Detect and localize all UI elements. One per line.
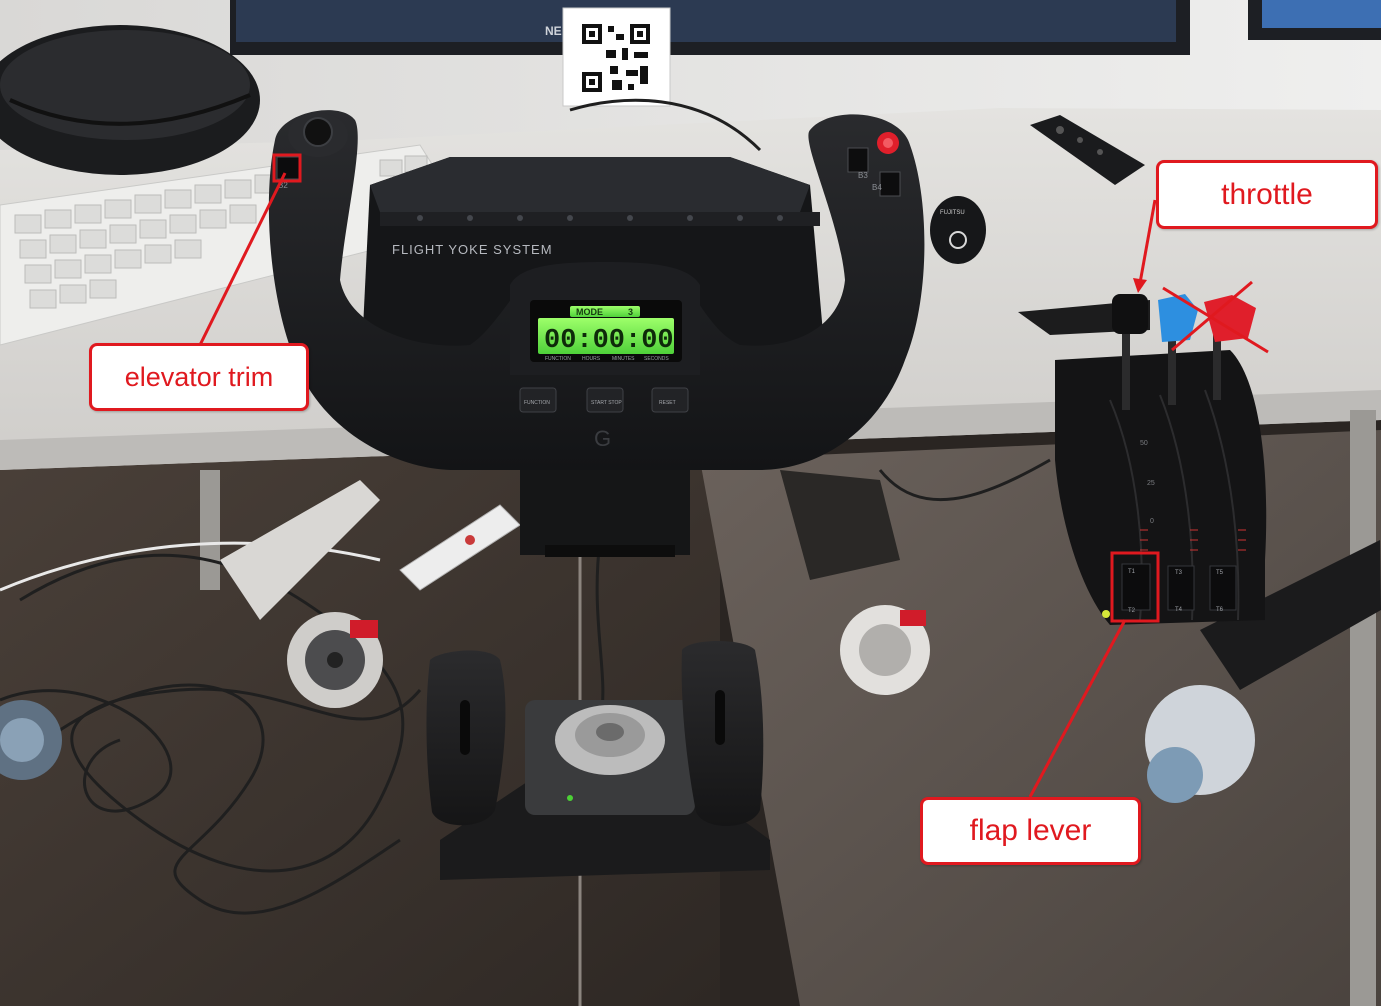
lcd-mode-number: 3 [628,307,633,317]
quadrant-switch-t3[interactable] [1167,565,1195,611]
status-led-icon [1102,610,1110,618]
yoke-switch-label-b3: B3 [858,171,868,180]
quadrant-scale-25: 25 [1147,480,1155,487]
lcd-display [538,318,674,354]
elevator-trim-highlight [272,153,302,183]
flap-lever-switch[interactable] [1121,563,1151,611]
yoke-panel-label: FLIGHT YOKE SYSTEM [392,242,553,257]
elevator-trim-callout: elevator trim [89,343,309,411]
yoke-mount [520,460,690,555]
chair-left [0,480,383,780]
mouse: FUJITSU [930,196,986,264]
headphone-case [0,25,260,175]
throttle-callout: throttle [1156,160,1378,229]
lcd-sub-label-function: FUNCTION [545,356,571,362]
quadrant-label-t6: T6 [1216,607,1224,613]
prop-lever-handle[interactable] [1158,294,1198,342]
flap-lever-highlight [1110,551,1160,623]
start-stop-button[interactable] [586,387,624,413]
qr-code-card [562,7,671,107]
start-stop-button-label: START STOP [591,400,622,406]
chair-right [780,470,1381,803]
hat-switch-icon[interactable] [303,117,333,147]
desk-leg-right [1350,410,1376,1006]
throttle-quadrant: 50 25 0 T1 T2 T3 T4 T5 T6 [1018,294,1267,625]
tv-remote [1030,115,1145,185]
yoke-switch-label-b2: B2 [278,181,288,190]
rocker-switch-b3[interactable] [847,147,869,173]
yoke-switch-label-b4: B4 [872,183,882,192]
keyboard [0,144,471,346]
rocker-switch-b4[interactable] [879,171,901,197]
quadrant-label-t1: T1 [1128,569,1136,575]
lcd-time-readout: 00:00:00 [544,326,674,356]
flap-lever-pointer [1028,619,1127,798]
reset-button-label: RESET [659,400,676,406]
cross-out-line-2 [1171,280,1253,352]
mixture-lever-shaft[interactable] [1213,330,1221,400]
yoke-wheel: B2 B3 B4 MODE 3 00:00:00 FUNCTION HOURS … [268,110,925,470]
lcd-sub-label-hours: HOURS [582,356,601,362]
lcd-sub-label-minutes: MINUTES [612,356,635,362]
monitor-right-screen [1262,0,1381,28]
quadrant-label-t3: T3 [1175,570,1183,576]
quadrant-label-t2: T2 [1128,608,1136,614]
cross-out-line-1 [1162,286,1269,354]
throttle-pointer [1138,199,1157,284]
cables [0,98,1051,915]
yoke-mount-foot [545,545,675,557]
rudder-pedals [426,641,770,880]
desk-leg-left [200,470,220,590]
elevator-trim-switch[interactable] [276,156,300,180]
reset-button[interactable] [651,387,689,413]
mouse-brand-text: FUJITSU [940,210,965,216]
function-button[interactable] [519,387,557,413]
flap-lever-callout: flap lever [920,797,1141,865]
logitech-g-logo-icon: G [594,426,611,451]
quadrant-scale-0: 0 [1150,518,1154,525]
elevator-trim-pointer [198,172,287,346]
lcd-sub-label-seconds: SECONDS [644,356,669,362]
mixture-lever-handle[interactable] [1204,295,1256,342]
lcd-mode-label: MODE [576,307,603,317]
throttle-arrowhead-icon [1133,278,1147,293]
quadrant-switch-t5[interactable] [1209,565,1237,611]
quadrant-scale-50: 50 [1140,440,1148,447]
quadrant-label-t4: T4 [1175,607,1183,613]
quadrant-label-t5: T5 [1216,570,1224,576]
function-button-label: FUNCTION [524,400,550,406]
monitor-brand-text: NE [545,24,562,38]
throttle-lever-shaft[interactable] [1122,330,1130,410]
monitor-left-screen [236,0,1176,42]
prop-lever-shaft[interactable] [1168,330,1176,405]
annotation-marks [198,153,1269,798]
throttle-lever-handle[interactable] [1112,294,1148,334]
